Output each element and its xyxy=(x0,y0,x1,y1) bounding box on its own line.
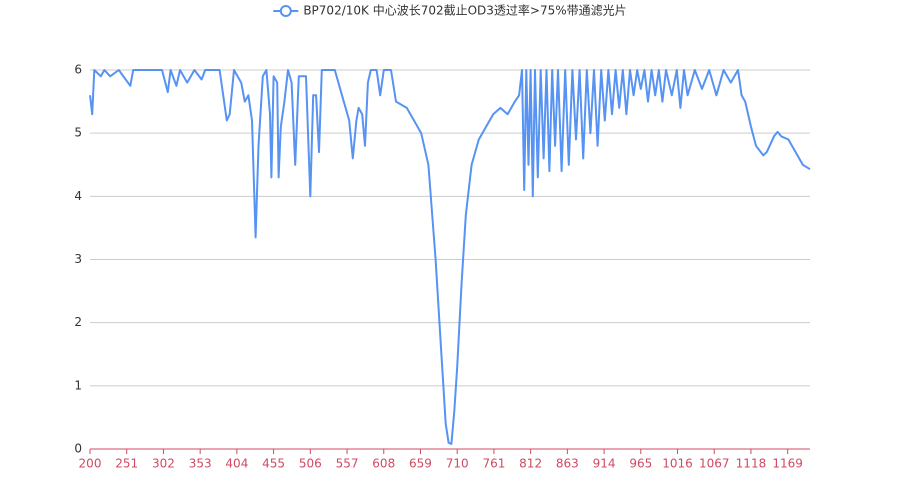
y-tick-label: 5 xyxy=(74,126,82,140)
x-tick-label: 608 xyxy=(372,457,395,471)
y-tick-label: 0 xyxy=(74,442,82,456)
y-tick-label: 2 xyxy=(74,315,82,329)
y-tick-label: 6 xyxy=(74,63,82,77)
x-tick-label: 1016 xyxy=(662,457,693,471)
x-tick-label: 914 xyxy=(593,457,616,471)
x-tick-label: 1067 xyxy=(699,457,730,471)
y-tick-label: 4 xyxy=(74,189,82,203)
x-tick-label: 302 xyxy=(152,457,175,471)
x-tick-label: 659 xyxy=(409,457,432,471)
x-tick-label: 506 xyxy=(299,457,322,471)
x-tick-label: 251 xyxy=(115,457,138,471)
x-tick-label: 1118 xyxy=(736,457,767,471)
y-tick-label: 1 xyxy=(74,378,82,392)
x-tick-label: 812 xyxy=(519,457,542,471)
x-tick-label: 965 xyxy=(629,457,652,471)
x-tick-label: 761 xyxy=(482,457,505,471)
x-tick-label: 404 xyxy=(225,457,248,471)
x-tick-label: 1169 xyxy=(772,457,803,471)
x-tick-label: 557 xyxy=(336,457,359,471)
data-line xyxy=(89,69,811,445)
legend-label[interactable]: BP702/10K 中心波长702截止OD3透过率>75%带通滤光片 xyxy=(303,3,626,18)
x-tick-label: 455 xyxy=(262,457,285,471)
x-tick-label: 710 xyxy=(446,457,469,471)
x-tick-label: 863 xyxy=(556,457,579,471)
x-tick-label: 353 xyxy=(189,457,212,471)
legend-symbol xyxy=(279,5,292,17)
y-tick-label: 3 xyxy=(74,252,82,266)
x-tick-label: 200 xyxy=(79,457,102,471)
